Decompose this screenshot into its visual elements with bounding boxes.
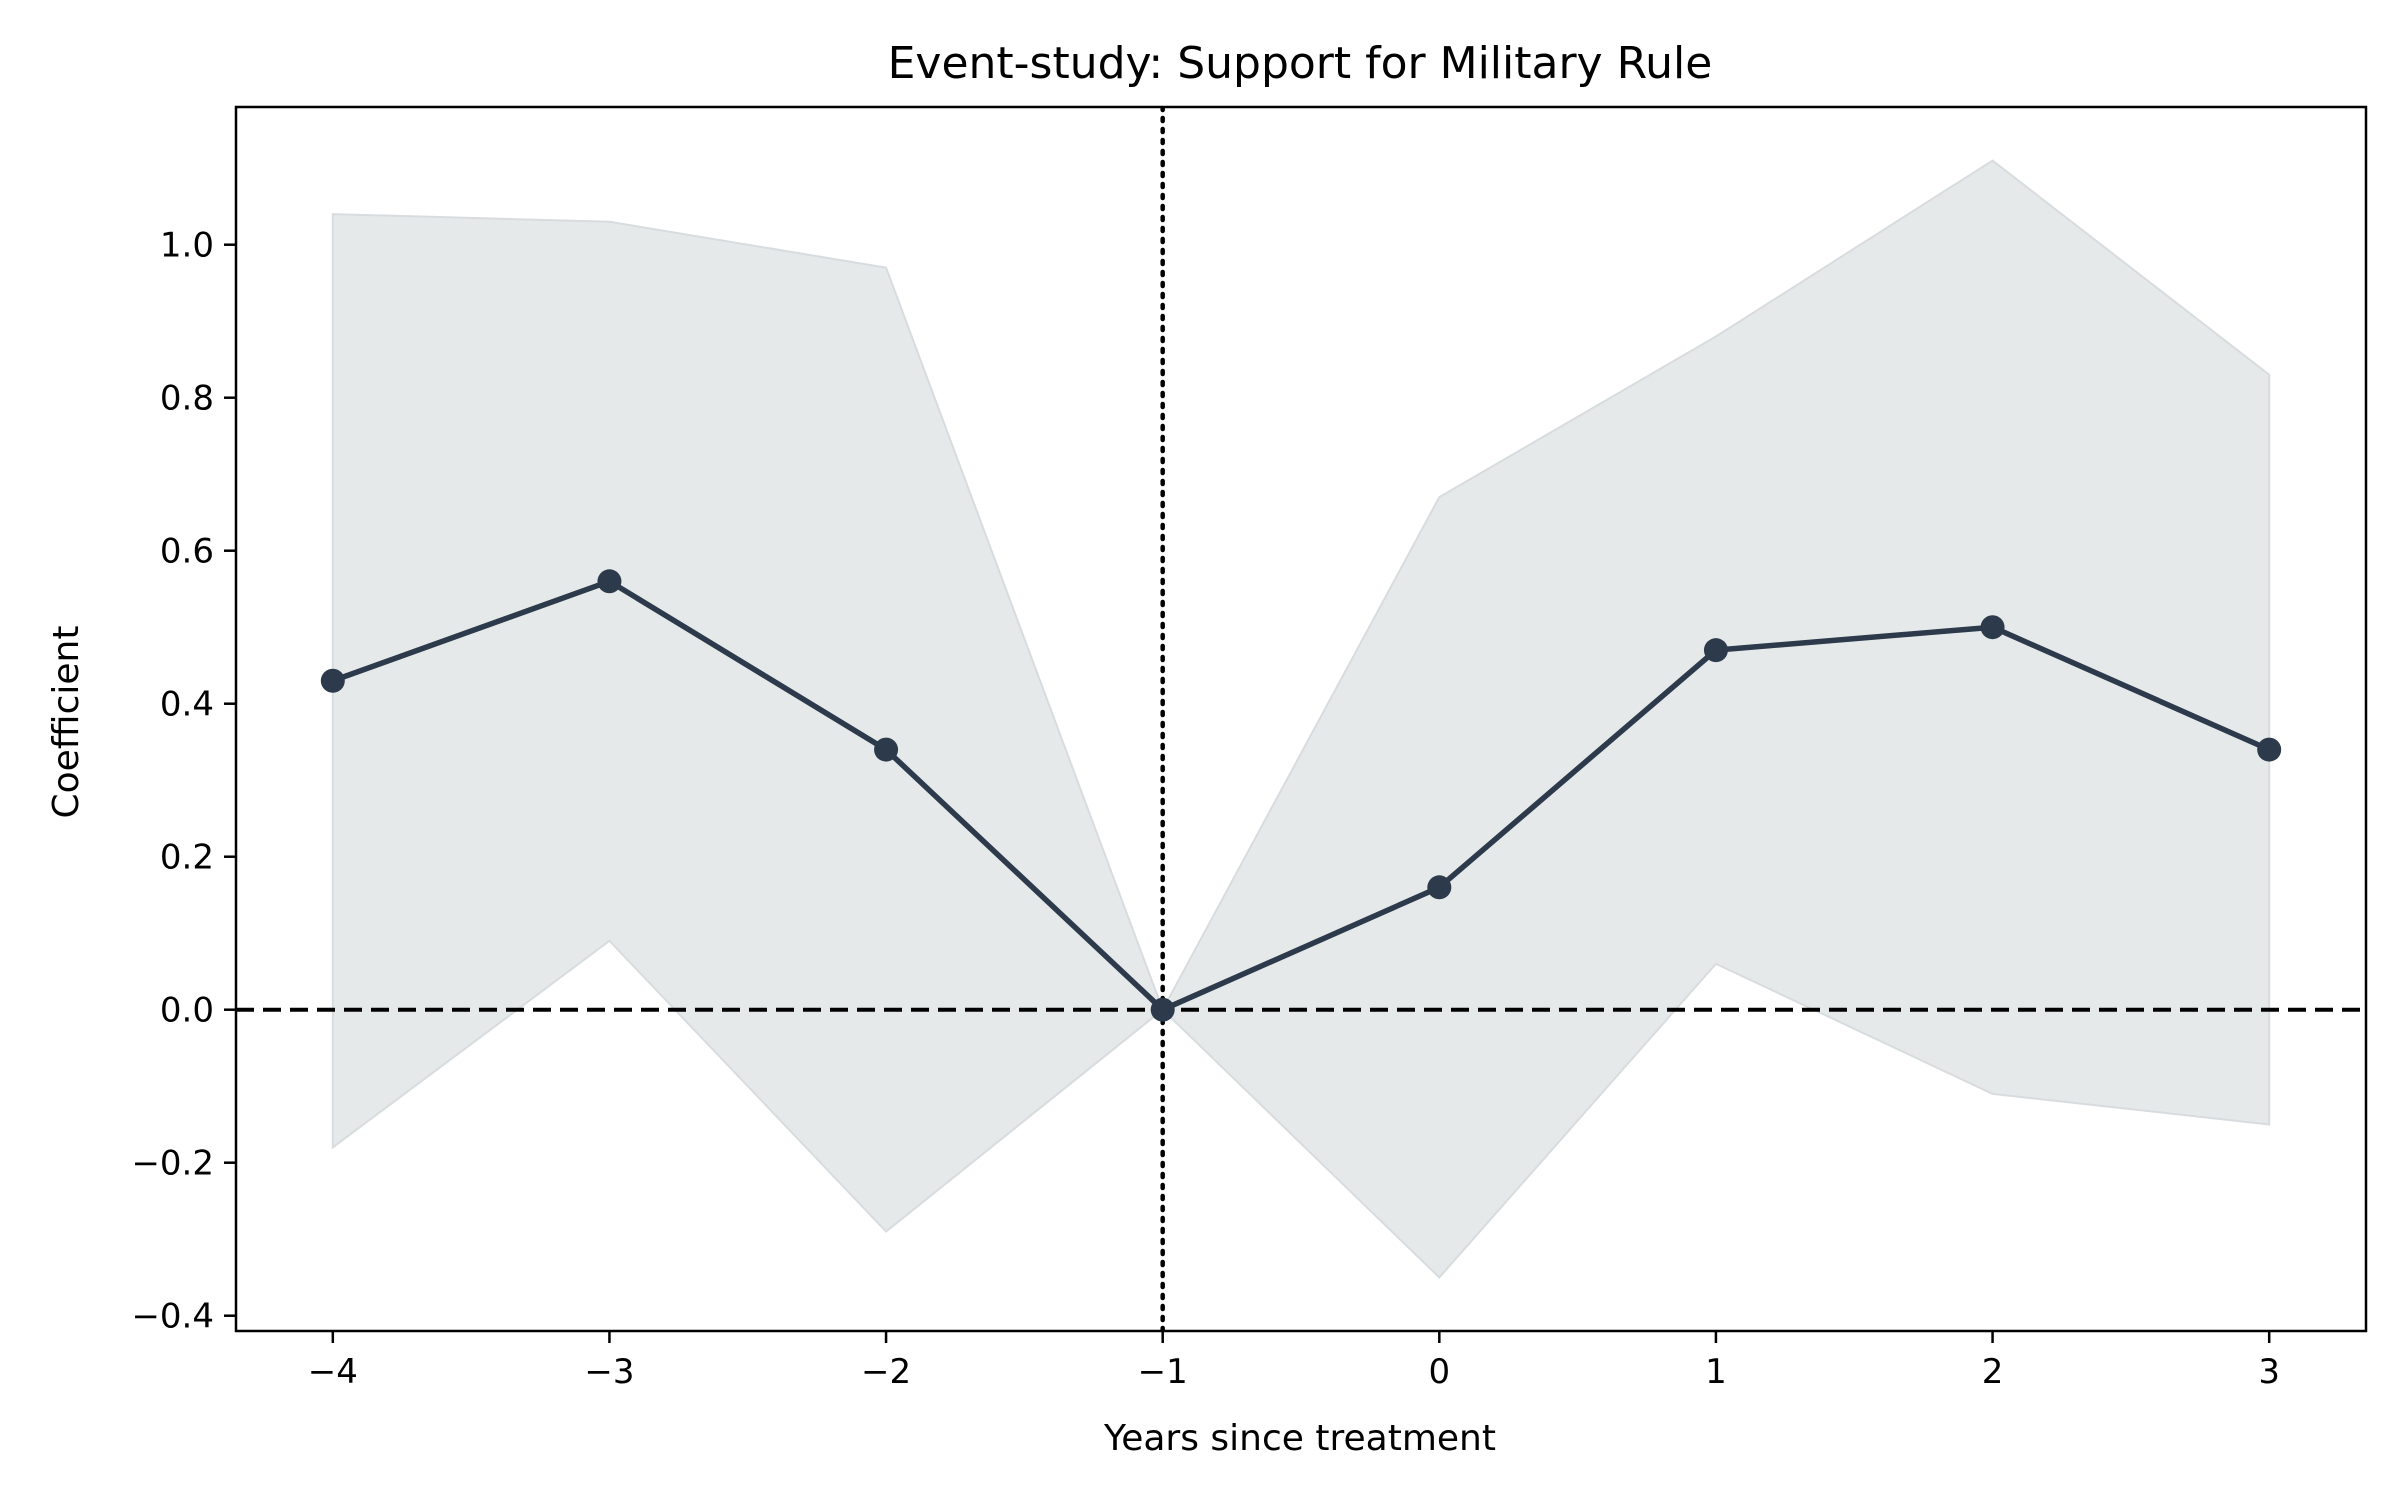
confidence-band-0 xyxy=(331,159,2271,1279)
plot-contents xyxy=(236,107,2366,1331)
x-tick-label-2: −2 xyxy=(861,1352,911,1392)
x-tick-label-0: −4 xyxy=(308,1352,358,1392)
x-tick-label-1: −3 xyxy=(584,1352,634,1392)
y-tick-label-5: 0.6 xyxy=(160,532,214,572)
data-point-7 xyxy=(2257,737,2282,762)
y-tick-label-6: 0.8 xyxy=(160,379,214,419)
x-tick-label-5: 1 xyxy=(1705,1352,1727,1392)
y-axis-label: Coefficient xyxy=(46,626,87,819)
data-point-0 xyxy=(320,668,345,693)
x-tick-label-7: 3 xyxy=(2258,1352,2280,1392)
y-tick-label-1: −0.2 xyxy=(131,1144,214,1184)
chart-title: Event-study: Support for Military Rule xyxy=(888,38,1713,89)
x-axis-label: Years since treatment xyxy=(1103,1418,1496,1459)
x-tick-label-4: 0 xyxy=(1428,1352,1450,1392)
data-point-4 xyxy=(1427,875,1452,900)
plot-area: −4 −3 −2 −1 0 1 2 3 −0.4 −0.2 0.0 0.2 0.4 0.6 0.8 1.0 xyxy=(131,105,2368,1392)
x-tick-label-3: −1 xyxy=(1138,1352,1188,1392)
data-point-1 xyxy=(597,569,622,594)
data-point-3 xyxy=(1150,997,1175,1022)
data-point-6 xyxy=(1980,615,2005,640)
y-tick-label-3: 0.2 xyxy=(160,838,214,878)
axes-frame xyxy=(234,105,2368,1333)
data-point-5 xyxy=(1703,638,1728,663)
y-tick-label-7: 1.0 xyxy=(160,226,214,266)
y-tick-label-4: 0.4 xyxy=(160,685,214,725)
y-tick-label-0: −0.4 xyxy=(131,1297,214,1337)
coefficient-line-0 xyxy=(330,578,2272,1013)
x-tick-label-6: 2 xyxy=(1982,1352,2004,1392)
y-tick-label-2: 0.0 xyxy=(160,991,214,1031)
data-point-2 xyxy=(874,737,899,762)
